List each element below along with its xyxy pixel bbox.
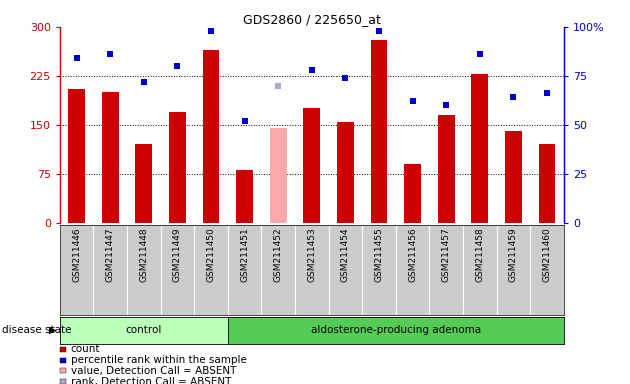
Text: percentile rank within the sample: percentile rank within the sample [71, 355, 246, 365]
Text: GSM211457: GSM211457 [442, 227, 450, 282]
Bar [228, 317, 564, 344]
Text: GSM211451: GSM211451 [240, 227, 249, 282]
Text: GSM211456: GSM211456 [408, 227, 417, 282]
Bar [270, 128, 287, 223]
Bar [60, 317, 228, 344]
Title: GDS2860 / 225650_at: GDS2860 / 225650_at [243, 13, 381, 26]
Text: ▶: ▶ [49, 325, 56, 335]
Text: GSM211446: GSM211446 [72, 227, 81, 282]
Text: GSM211453: GSM211453 [307, 227, 316, 282]
Bar [337, 121, 354, 223]
Bar [203, 50, 219, 223]
Bar [102, 92, 118, 223]
Bar [304, 109, 320, 223]
Text: value, Detection Call = ABSENT: value, Detection Call = ABSENT [71, 366, 236, 376]
Bar [135, 144, 152, 223]
Bar [539, 144, 556, 223]
Text: GSM211459: GSM211459 [509, 227, 518, 282]
Bar [236, 170, 253, 223]
Text: disease state: disease state [2, 325, 71, 335]
Bar [438, 115, 455, 223]
Bar [68, 89, 85, 223]
Bar [370, 40, 387, 223]
Text: control: control [125, 325, 162, 335]
Bar [169, 112, 186, 223]
Text: count: count [71, 344, 100, 354]
Text: GSM211449: GSM211449 [173, 227, 182, 282]
Bar [505, 131, 522, 223]
Text: GSM211448: GSM211448 [139, 227, 148, 282]
Bar [471, 74, 488, 223]
Text: GSM211454: GSM211454 [341, 227, 350, 282]
Text: GSM211455: GSM211455 [375, 227, 384, 282]
Bar [404, 164, 421, 223]
Text: GSM211460: GSM211460 [542, 227, 551, 282]
Text: GSM211447: GSM211447 [106, 227, 115, 282]
Text: aldosterone-producing adenoma: aldosterone-producing adenoma [311, 325, 481, 335]
Text: GSM211458: GSM211458 [476, 227, 484, 282]
Text: rank, Detection Call = ABSENT: rank, Detection Call = ABSENT [71, 377, 231, 384]
Text: GSM211450: GSM211450 [207, 227, 215, 282]
Text: GSM211452: GSM211452 [274, 227, 283, 282]
